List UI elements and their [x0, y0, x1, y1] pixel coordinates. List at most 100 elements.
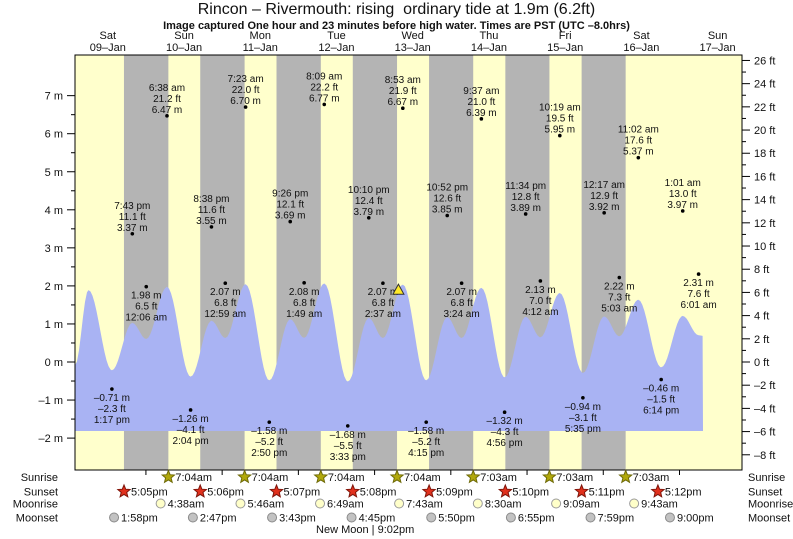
astro-row-label-right: Moonset	[748, 513, 790, 525]
tide-label-m: 2.07 m	[210, 287, 241, 298]
tide-label-time: 4:12 am	[522, 307, 558, 318]
astro-time: 4:45pm	[359, 513, 396, 525]
tide-label-ft: 22.2 ft	[310, 82, 338, 93]
astro-time: 7:04am	[175, 472, 212, 484]
plot-border	[74, 54, 743, 471]
tide-annotation-low: 2.08 m6.8 ft1:49 am	[286, 281, 322, 320]
tide-label-m: 3.55 m	[196, 216, 227, 227]
tide-label-time: 3:24 am	[444, 309, 480, 320]
astro-rows: Sunrise Sunrise 7:04am 7:04am 7:04am 7:04am 7:…	[13, 469, 793, 525]
astro-row-label-left: Moonrise	[13, 499, 58, 511]
tide-label-ft: 12.8 ft	[512, 192, 540, 203]
tide-annotation-low: –0.46 m–1.5 ft6:14 pm	[643, 377, 679, 417]
sunset-star-icon	[192, 483, 208, 498]
tide-label-time: 6:01 am	[681, 300, 717, 311]
tide-label-time: 6:38 am	[149, 83, 185, 94]
axis-label-right: 14 ft	[754, 195, 775, 207]
tide-annotation-low: –1.32 m–4.3 ft4:56 pm	[487, 410, 523, 449]
current-tide-marker-icon	[392, 283, 405, 295]
tide-label-time: 12:06 am	[125, 313, 167, 324]
day-label-dow: Wed	[401, 30, 423, 42]
day-label-dow: Sun	[708, 30, 728, 42]
axis-label-left: –1 m	[39, 395, 63, 407]
tide-label-m: –0.71 m	[94, 393, 130, 404]
tide-event-dot	[243, 105, 248, 109]
tide-label-ft: 21.9 ft	[389, 86, 417, 97]
astro-time: 1:58pm	[121, 513, 158, 525]
axis-label-right: 24 ft	[754, 79, 775, 91]
tide-label-time: 7:43 pm	[114, 201, 150, 212]
tide-label-time: 12:17 am	[583, 180, 625, 191]
day-label-dow: Sat	[100, 30, 117, 42]
tide-label-ft: 11.6 ft	[198, 205, 225, 216]
tide-annotation-low: –0.71 m–2.3 ft1:17 pm	[94, 387, 130, 426]
tide-event-dot	[617, 275, 622, 280]
moonset-circle-icon	[664, 512, 675, 523]
tide-label-ft: 13.0 ft	[669, 189, 697, 200]
tide-label-m: 3.97 m	[667, 200, 698, 211]
axis-right-feet: –8 ft –6 ft –4 ft –2 ft 0 ft 2 ft 4 ft 6 ft 8 ft…	[742, 55, 775, 462]
moonset-circle-icon	[346, 512, 357, 523]
day-label-dow: Mon	[250, 30, 271, 42]
tide-label-ft: 6.5 ft	[135, 302, 157, 313]
moonset-circle-icon	[109, 512, 120, 523]
day-label-date: 10–Jan	[166, 42, 202, 54]
tide-annotation-low: –1.58 m–5.2 ft2:50 pm	[251, 420, 287, 459]
sunset-star-icon	[269, 483, 284, 498]
astro-time: 7:04am	[328, 472, 365, 484]
tide-label-m: 2.22 m	[604, 282, 635, 293]
astro-time: 9:43am	[641, 499, 678, 511]
tide-label-ft: 6.8 ft	[450, 298, 472, 309]
tide-label-time: 11:02 am	[618, 125, 659, 136]
tide-label-ft: 12.4 ft	[355, 196, 383, 207]
tide-label-time: 1:17 pm	[94, 415, 130, 426]
axis-label-right: 20 ft	[754, 125, 775, 137]
tide-label-time: 2:04 pm	[173, 436, 209, 447]
tide-label-m: 3.37 m	[117, 223, 148, 234]
moonset-circle-icon	[267, 512, 278, 523]
tide-event-dot	[602, 211, 606, 215]
astro-time: 4:38am	[168, 499, 205, 511]
day-label-dow: Thu	[479, 30, 498, 42]
tide-annotation-low: –0.94 m–3.1 ft5:35 pm	[565, 395, 601, 435]
axis-label-right: 8 ft	[754, 264, 769, 276]
astro-time: 5:46am	[247, 499, 284, 511]
sunrise-star-icon	[542, 469, 557, 484]
tide-label-m: 3.69 m	[275, 211, 306, 222]
astro-time: 9:00pm	[677, 513, 714, 525]
tide-annotation-low: –1.26 m–4.1 ft2:04 pm	[173, 408, 209, 447]
moon-phase-note: New Moon | 9:02pm	[316, 524, 414, 536]
tide-label-ft: 6.8 ft	[214, 298, 236, 309]
tide-label-ft: –4.1 ft	[177, 425, 205, 436]
astro-time: 3:43pm	[279, 513, 316, 525]
tide-label-ft: –5.5 ft	[334, 441, 362, 452]
axis-label-left: 3 m	[45, 243, 63, 255]
tide-label-time: 8:38 pm	[193, 194, 229, 205]
axis-label-left: 0 m	[45, 357, 63, 369]
day-label-dow: Sun	[174, 30, 194, 42]
axis-label-right: 26 ft	[754, 55, 775, 67]
astro-time: 5:06pm	[207, 487, 244, 499]
tide-label-ft: 12.1 ft	[276, 200, 304, 211]
sunrise-star-icon	[237, 469, 253, 484]
astro-row-label-left: Sunrise	[21, 472, 58, 484]
tide-label-time: 10:19 am	[539, 103, 581, 114]
tide-label-m: –1.68 m	[330, 430, 366, 441]
tide-label-m: 3.85 m	[432, 205, 463, 216]
tide-event-dot	[502, 410, 507, 415]
moonset-circle-icon	[585, 512, 596, 523]
axis-label-left: 7 m	[45, 91, 63, 103]
astro-time: 6:55pm	[518, 513, 555, 525]
astro-time: 7:59pm	[598, 513, 635, 525]
tide-label-m: 2.07 m	[368, 287, 399, 298]
astro-row-sunset: Sunset Sunset 5:05pm 5:06pm 5:07pm 5:08pm 5:09…	[24, 483, 782, 499]
axis-label-left: 5 m	[45, 167, 63, 179]
sunrise-star-icon	[313, 469, 329, 484]
tide-label-ft: 7.6 ft	[687, 289, 709, 300]
tide-annotation-low: 2.31 m7.6 ft6:01 am	[681, 272, 717, 311]
